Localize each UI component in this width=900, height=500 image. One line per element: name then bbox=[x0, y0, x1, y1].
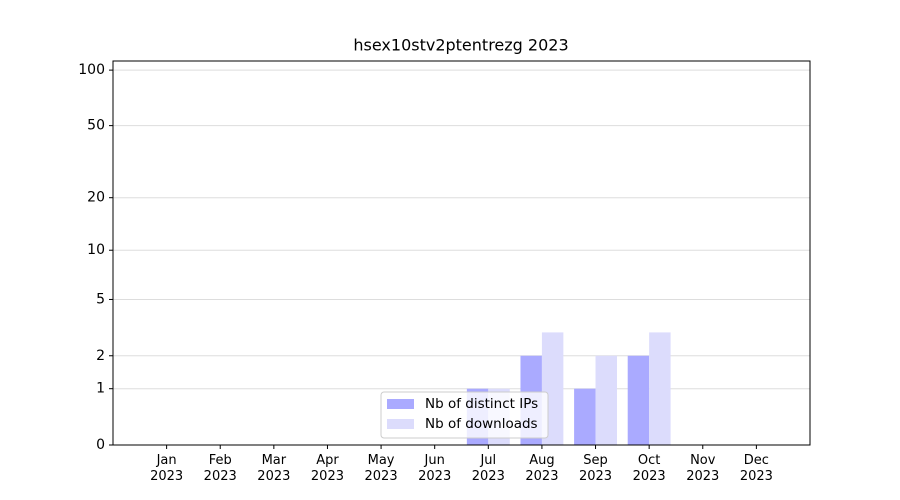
bar bbox=[595, 355, 617, 445]
legend: Nb of distinct IPs Nb of downloads bbox=[380, 391, 549, 439]
y-tick-label: 1 bbox=[96, 381, 105, 397]
x-tick-label: Apr 2023 bbox=[310, 453, 344, 484]
x-tick-label: Nov 2023 bbox=[686, 453, 720, 484]
x-tick-label: May 2023 bbox=[364, 453, 398, 484]
y-tick-label: 10 bbox=[87, 242, 105, 258]
y-tick-label: 2 bbox=[96, 348, 105, 364]
legend-label: Nb of distinct IPs bbox=[425, 396, 538, 412]
legend-box bbox=[380, 391, 549, 439]
y-tick-label: 0 bbox=[96, 437, 105, 453]
bar bbox=[627, 355, 650, 445]
x-tick-label: Aug 2023 bbox=[525, 453, 559, 484]
y-tick-label: 20 bbox=[87, 190, 105, 206]
plot-frame bbox=[112, 60, 811, 446]
chart-title: hsex10stv2ptentrezg 2023 bbox=[353, 36, 568, 55]
x-tick-label: Jul 2023 bbox=[471, 453, 505, 484]
x-tick-label: Sep 2023 bbox=[578, 453, 613, 484]
bar bbox=[574, 388, 596, 445]
y-tick-label: 5 bbox=[96, 291, 105, 307]
legend-swatch bbox=[387, 399, 414, 409]
x-tick-label: Feb 2023 bbox=[203, 453, 237, 484]
x-tick-label: Oct 2023 bbox=[632, 453, 666, 484]
legend-swatch bbox=[387, 419, 414, 429]
legend-label: Nb of downloads bbox=[425, 416, 538, 432]
y-tick-label: 100 bbox=[78, 62, 105, 78]
x-tick-label: Mar 2023 bbox=[257, 453, 291, 484]
bar bbox=[649, 332, 671, 445]
x-tick-label: Jun 2023 bbox=[418, 453, 452, 484]
y-tick-label: 50 bbox=[87, 118, 105, 134]
x-tick-label: Dec 2023 bbox=[739, 453, 773, 484]
x-tick-label: Jan 2023 bbox=[150, 453, 184, 484]
